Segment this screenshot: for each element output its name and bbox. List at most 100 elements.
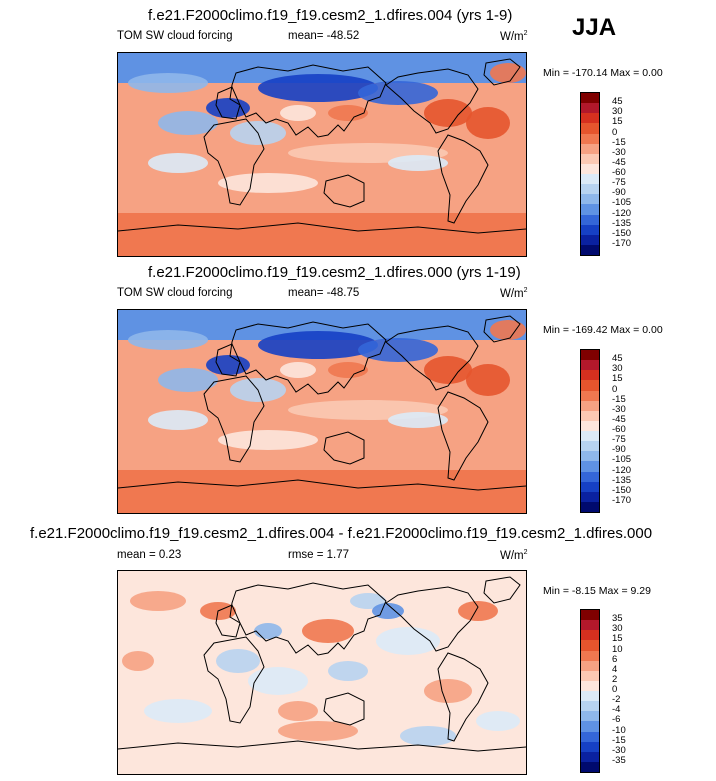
colorbar-tick-label: -135: [612, 474, 632, 486]
panel-2-title: f.e21.F2000climo.f19_f19.cesm2_1.dfires.…: [148, 264, 521, 281]
panel-2-variable-label: TOM SW cloud forcing: [117, 287, 233, 299]
colorbar-swatch: [581, 441, 599, 452]
panel-1-title: f.e21.F2000climo.f19_f19.cesm2_1.dfires.…: [148, 7, 513, 24]
colorbar-tick-label: -90: [612, 187, 626, 199]
panel-3-colorbar: [580, 609, 600, 773]
colorbar-tick-label: -60: [612, 167, 626, 178]
colorbar-swatch: [581, 431, 599, 442]
colorbar-swatch: [581, 481, 599, 492]
colorbar-tick-label: -45: [612, 413, 626, 425]
colorbar-swatch: [581, 731, 599, 742]
colorbar-swatch: [581, 123, 599, 134]
colorbar-tick-label: -135: [612, 217, 632, 229]
panel-2-map: [117, 309, 527, 514]
colorbar-tick-label: 15: [612, 116, 623, 128]
colorbar-swatch: [581, 751, 599, 762]
colorbar-swatch: [581, 224, 599, 235]
colorbar-swatch: [581, 133, 599, 144]
colorbar-tick-label: -120: [612, 207, 632, 219]
panel-1-units: W/m2: [500, 30, 528, 43]
colorbar-tick-label: -15: [612, 393, 626, 405]
colorbar-tick-label: -30: [612, 403, 626, 415]
colorbar-swatch: [581, 670, 599, 681]
colorbar-tick-label: -90: [612, 444, 626, 456]
colorbar-swatch: [581, 420, 599, 431]
colorbar-swatch: [581, 214, 599, 225]
colorbar-swatch: [581, 194, 599, 205]
colorbar-tick-label: 0: [612, 684, 618, 695]
panel-2-colorbar: [580, 349, 600, 513]
colorbar-swatch: [581, 650, 599, 661]
colorbar-tick-label: -45: [612, 156, 626, 168]
colorbar-tick-label: -2: [612, 694, 621, 706]
colorbar-tick-label: 6: [612, 653, 618, 665]
colorbar-swatch: [581, 491, 599, 502]
colorbar-tick-label: -105: [612, 197, 632, 209]
colorbar-tick-label: -15: [612, 734, 626, 746]
panel-2-mean-label: mean= -48.75: [288, 287, 360, 299]
colorbar-tick-label: -105: [612, 454, 632, 466]
panel-1-colorbar: [580, 92, 600, 256]
colorbar-tick-label: 10: [612, 643, 623, 655]
colorbar-tick-label: -170: [612, 237, 632, 249]
colorbar-swatch: [581, 380, 599, 391]
colorbar-tick-label: -150: [612, 227, 632, 239]
colorbar-swatch: [581, 711, 599, 722]
colorbar-swatch: [581, 741, 599, 752]
colorbar-swatch: [581, 113, 599, 124]
colorbar-tick-label: 15: [612, 373, 623, 385]
colorbar-tick-label: 15: [612, 633, 623, 645]
colorbar-tick-label: -6: [612, 714, 621, 726]
panel-3-units: W/m2: [500, 549, 528, 562]
colorbar-swatch: [581, 93, 599, 104]
panel-3-title: f.e21.F2000climo.f19_f19.cesm2_1.dfires.…: [30, 525, 653, 542]
colorbar-tick-label: 30: [612, 363, 623, 375]
colorbar-tick-label: 0: [612, 383, 618, 395]
colorbar-swatch: [581, 461, 599, 472]
panel-2-minmax: Min = -169.42 Max = 0.00: [543, 324, 663, 336]
colorbar-swatch: [581, 244, 599, 255]
colorbar-tick-label: -170: [612, 494, 632, 506]
colorbar-swatch: [581, 701, 599, 712]
colorbar-swatch: [581, 501, 599, 512]
colorbar-tick-label: -30: [612, 146, 626, 158]
panel-1-variable-label: TOM SW cloud forcing: [117, 30, 233, 42]
colorbar-tick-label: 45: [612, 96, 623, 108]
panel-3-rmse-label: rmse = 1.77: [288, 549, 350, 561]
colorbar-swatch: [581, 400, 599, 411]
colorbar-tick-label: -150: [612, 484, 632, 496]
panel-2-units: W/m2: [500, 287, 528, 300]
season-label: JJA: [572, 14, 617, 41]
colorbar-swatch: [581, 234, 599, 245]
colorbar-swatch: [581, 163, 599, 174]
colorbar-tick-label: -60: [612, 424, 626, 435]
panel-3-map: [117, 570, 527, 775]
colorbar-swatch: [581, 370, 599, 381]
panel-1-map: [117, 52, 527, 257]
colorbar-tick-label: -4: [612, 704, 621, 716]
colorbar-swatch: [581, 184, 599, 195]
colorbar-tick-label: 35: [612, 613, 623, 625]
colorbar-tick-label: -75: [612, 177, 626, 189]
colorbar-swatch: [581, 691, 599, 702]
colorbar-tick-label: 0: [612, 126, 618, 138]
colorbar-tick-label: 2: [612, 673, 618, 685]
colorbar-swatch: [581, 620, 599, 631]
colorbar-swatch: [581, 610, 599, 621]
colorbar-swatch: [581, 103, 599, 114]
panel-1-mean-label: mean= -48.52: [288, 30, 360, 42]
colorbar-tick-label: -35: [612, 754, 626, 766]
colorbar-swatch: [581, 640, 599, 651]
colorbar-swatch: [581, 204, 599, 215]
colorbar-swatch: [581, 451, 599, 462]
colorbar-tick-label: 45: [612, 353, 623, 365]
colorbar-swatch: [581, 471, 599, 482]
colorbar-swatch: [581, 680, 599, 691]
colorbar-swatch: [581, 350, 599, 361]
colorbar-swatch: [581, 174, 599, 185]
colorbar-swatch: [581, 390, 599, 401]
colorbar-swatch: [581, 721, 599, 732]
panel-3-minmax: Min = -8.15 Max = 9.29: [543, 585, 651, 597]
colorbar-tick-label: 4: [612, 663, 618, 675]
colorbar-tick-label: -15: [612, 136, 626, 148]
